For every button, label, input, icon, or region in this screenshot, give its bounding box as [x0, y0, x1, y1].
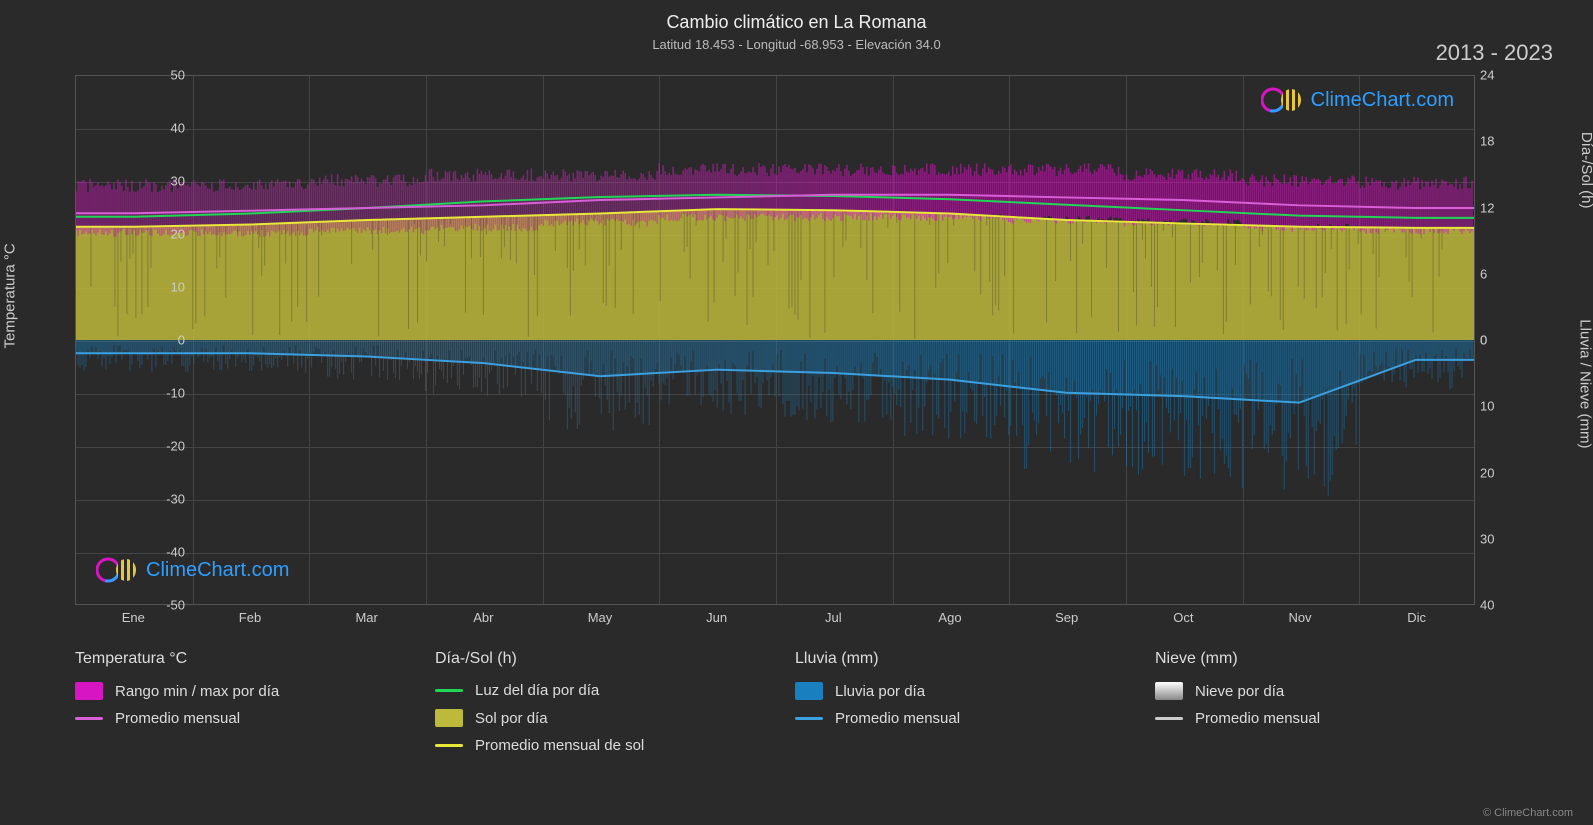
x-tick-month: Ene — [122, 610, 145, 625]
legend-item: Promedio mensual — [1155, 710, 1475, 727]
legend-label: Promedio mensual — [1195, 710, 1320, 727]
swatch-temp-range — [75, 682, 103, 700]
legend-label: Promedio mensual de sol — [475, 737, 644, 754]
x-tick-month: Jul — [825, 610, 842, 625]
legend-item: Lluvia por día — [795, 682, 1115, 700]
legend-item: Luz del día por día — [435, 682, 755, 699]
y-tick-left: 0 — [85, 333, 185, 348]
swatch-rain — [795, 682, 823, 700]
legend-item: Promedio mensual — [75, 710, 395, 727]
y-axis-right-bottom-label: Lluvia / Nieve (mm) — [1577, 319, 1593, 448]
y-tick-left: -30 — [85, 492, 185, 507]
y-tick-left: -10 — [85, 386, 185, 401]
x-tick-month: Ago — [938, 610, 961, 625]
swatch-sun-avg — [435, 744, 463, 747]
y-tick-right-bot: 40 — [1480, 598, 1494, 613]
x-tick-month: Nov — [1288, 610, 1311, 625]
x-tick-month: Mar — [355, 610, 377, 625]
y-tick-right-bot: 0 — [1480, 333, 1487, 348]
x-tick-month: Abr — [473, 610, 493, 625]
legend-daysol: Día-/Sol (h) Luz del día por día Sol por… — [435, 650, 755, 764]
year-range: 2013 - 2023 — [1436, 40, 1553, 66]
climate-chart: Cambio climático en La Romana Latitud 18… — [0, 0, 1593, 825]
swatch-snow — [1155, 682, 1183, 700]
swatch-sun — [435, 709, 463, 727]
chart-title: Cambio climático en La Romana — [0, 12, 1593, 33]
legend-header: Día-/Sol (h) — [435, 650, 755, 668]
legend-temperature: Temperatura °C Rango min / max por día P… — [75, 650, 395, 764]
watermark-text: ClimeChart.com — [1311, 89, 1454, 112]
y-tick-right-top: 18 — [1480, 134, 1494, 149]
legend: Temperatura °C Rango min / max por día P… — [75, 650, 1475, 764]
x-tick-month: Feb — [239, 610, 261, 625]
y-tick-right-bot: 30 — [1480, 531, 1494, 546]
y-tick-left: 50 — [85, 68, 185, 83]
legend-label: Rango min / max por día — [115, 683, 279, 700]
legend-item: Nieve por día — [1155, 682, 1475, 700]
plot-area: ClimeChart.com ClimeChart.com — [75, 75, 1475, 605]
y-tick-left: 40 — [85, 121, 185, 136]
legend-snow: Nieve (mm) Nieve por día Promedio mensua… — [1155, 650, 1475, 764]
legend-item: Promedio mensual — [795, 710, 1115, 727]
y-tick-left: 10 — [85, 280, 185, 295]
y-tick-right-top: 24 — [1480, 68, 1494, 83]
watermark-text: ClimeChart.com — [146, 559, 289, 582]
legend-label: Lluvia por día — [835, 683, 925, 700]
y-tick-right-top: 12 — [1480, 200, 1494, 215]
y-tick-right-bot: 20 — [1480, 465, 1494, 480]
swatch-daylight — [435, 689, 463, 692]
y-tick-right-top: 6 — [1480, 266, 1487, 281]
legend-item: Sol por día — [435, 709, 755, 727]
legend-item: Rango min / max por día — [75, 682, 395, 700]
copyright: © ClimeChart.com — [1483, 807, 1573, 819]
y-tick-right-bot: 10 — [1480, 399, 1494, 414]
legend-label: Sol por día — [475, 710, 548, 727]
legend-item: Promedio mensual de sol — [435, 737, 755, 754]
climechart-icon — [96, 556, 140, 584]
x-tick-month: May — [588, 610, 613, 625]
watermark-logo-bottom: ClimeChart.com — [96, 556, 289, 584]
swatch-temp-avg — [75, 717, 103, 720]
x-tick-month: Jun — [706, 610, 727, 625]
legend-label: Luz del día por día — [475, 682, 599, 699]
y-axis-left-label: Temperatura °C — [2, 243, 19, 348]
y-tick-left: 20 — [85, 227, 185, 242]
legend-header: Lluvia (mm) — [795, 650, 1115, 668]
watermark-logo-top: ClimeChart.com — [1261, 86, 1454, 114]
x-tick-month: Oct — [1173, 610, 1193, 625]
title-block: Cambio climático en La Romana Latitud 18… — [0, 0, 1593, 52]
legend-header: Nieve (mm) — [1155, 650, 1475, 668]
y-tick-left: -40 — [85, 545, 185, 560]
chart-lines — [76, 76, 1474, 604]
x-tick-month: Dic — [1407, 610, 1426, 625]
y-tick-left: 30 — [85, 174, 185, 189]
swatch-snow-avg — [1155, 717, 1183, 720]
chart-subtitle: Latitud 18.453 - Longitud -68.953 - Elev… — [0, 37, 1593, 52]
legend-label: Promedio mensual — [835, 710, 960, 727]
legend-rain: Lluvia (mm) Lluvia por día Promedio mens… — [795, 650, 1115, 764]
swatch-rain-avg — [795, 717, 823, 720]
y-tick-left: -20 — [85, 439, 185, 454]
x-tick-month: Sep — [1055, 610, 1078, 625]
legend-header: Temperatura °C — [75, 650, 395, 668]
legend-label: Promedio mensual — [115, 710, 240, 727]
y-axis-right-top-label: Día-/Sol (h) — [1579, 132, 1593, 209]
legend-label: Nieve por día — [1195, 683, 1284, 700]
climechart-icon — [1261, 86, 1305, 114]
